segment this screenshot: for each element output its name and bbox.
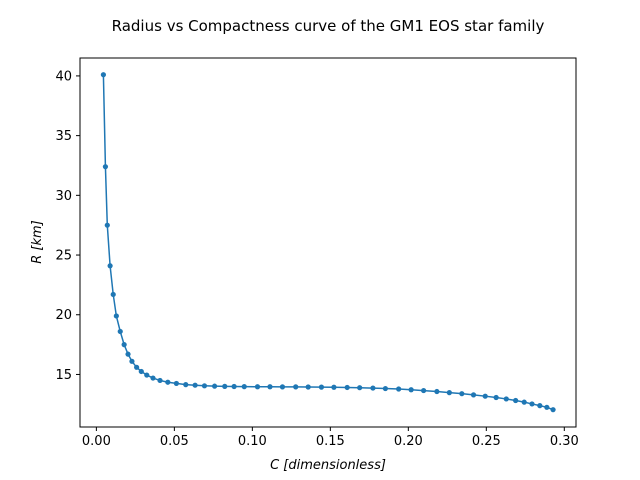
data-point <box>408 387 414 393</box>
data-point <box>173 380 179 387</box>
data-point <box>382 385 388 392</box>
data-point <box>493 394 499 401</box>
y-axis: 15 20 25 30 35 40 <box>55 69 80 383</box>
data-point <box>503 396 509 402</box>
data-point <box>144 372 150 378</box>
data-point <box>470 392 477 398</box>
data-point <box>212 383 218 389</box>
axes-frame <box>79 57 577 428</box>
x-tick-label: 0.10 <box>238 434 267 449</box>
data-point <box>113 313 119 319</box>
data-point <box>521 399 527 405</box>
x-axis-label: C [dimensionless] <box>270 458 386 473</box>
data-point <box>537 403 543 409</box>
x-tick-label: 0.05 <box>160 434 189 449</box>
data-point <box>305 384 311 390</box>
data-point <box>157 377 163 384</box>
y-tick-label: 30 <box>55 189 72 204</box>
data-point <box>434 388 440 395</box>
data-point <box>267 384 273 390</box>
x-tick-label: 0.30 <box>550 434 579 449</box>
data-point <box>279 384 286 390</box>
y-axis-label: R [km] <box>30 220 45 264</box>
data-point <box>150 375 156 381</box>
y-tick-label: 35 <box>55 129 72 144</box>
data-marks <box>100 72 556 413</box>
x-tick-label: 0.25 <box>472 434 501 449</box>
data-point <box>446 390 452 396</box>
y-tick-label: 15 <box>55 368 72 383</box>
x-tick-label: 0.15 <box>316 434 345 449</box>
data-point <box>117 328 123 335</box>
data-point <box>129 358 135 364</box>
data-point <box>165 379 171 385</box>
y-tick-label: 20 <box>55 308 72 323</box>
y-tick-label: 40 <box>55 69 72 84</box>
data-point <box>344 384 350 391</box>
data-point <box>183 382 189 388</box>
x-tick-label: 0.00 <box>82 434 111 449</box>
x-axis: 0.00 0.05 0.10 0.15 0.20 0.25 0.30 <box>82 427 579 449</box>
data-point <box>357 385 363 391</box>
data-point <box>121 342 127 348</box>
data-point <box>513 397 519 404</box>
data-point <box>370 385 376 391</box>
data-point <box>125 351 131 357</box>
data-point <box>102 164 109 170</box>
data-point <box>544 404 550 410</box>
data-point <box>241 384 247 390</box>
data-point <box>459 391 465 397</box>
data-point <box>107 263 113 269</box>
data-point <box>138 368 144 375</box>
x-tick-label: 0.20 <box>394 434 423 449</box>
data-point <box>331 384 337 390</box>
data-point <box>222 383 228 389</box>
data-point <box>318 384 325 390</box>
data-point <box>421 387 427 394</box>
data-point <box>104 222 110 228</box>
data-point <box>293 384 299 390</box>
y-axis-label-text: R [km] <box>30 220 45 264</box>
data-point <box>110 291 116 298</box>
data-point <box>192 382 198 388</box>
data-point <box>231 383 237 390</box>
chart-title: Radius vs Compactness curve of the GM1 E… <box>112 17 545 35</box>
data-point <box>396 386 402 392</box>
data-point <box>100 72 106 78</box>
x-axis-label-text: C [dimensionless] <box>270 458 386 473</box>
data-point <box>529 401 535 407</box>
data-point <box>482 393 488 399</box>
y-tick-label: 25 <box>55 249 72 264</box>
data-point <box>201 383 208 389</box>
data-point <box>134 364 140 370</box>
data-point <box>550 407 556 413</box>
data-point <box>254 384 261 390</box>
